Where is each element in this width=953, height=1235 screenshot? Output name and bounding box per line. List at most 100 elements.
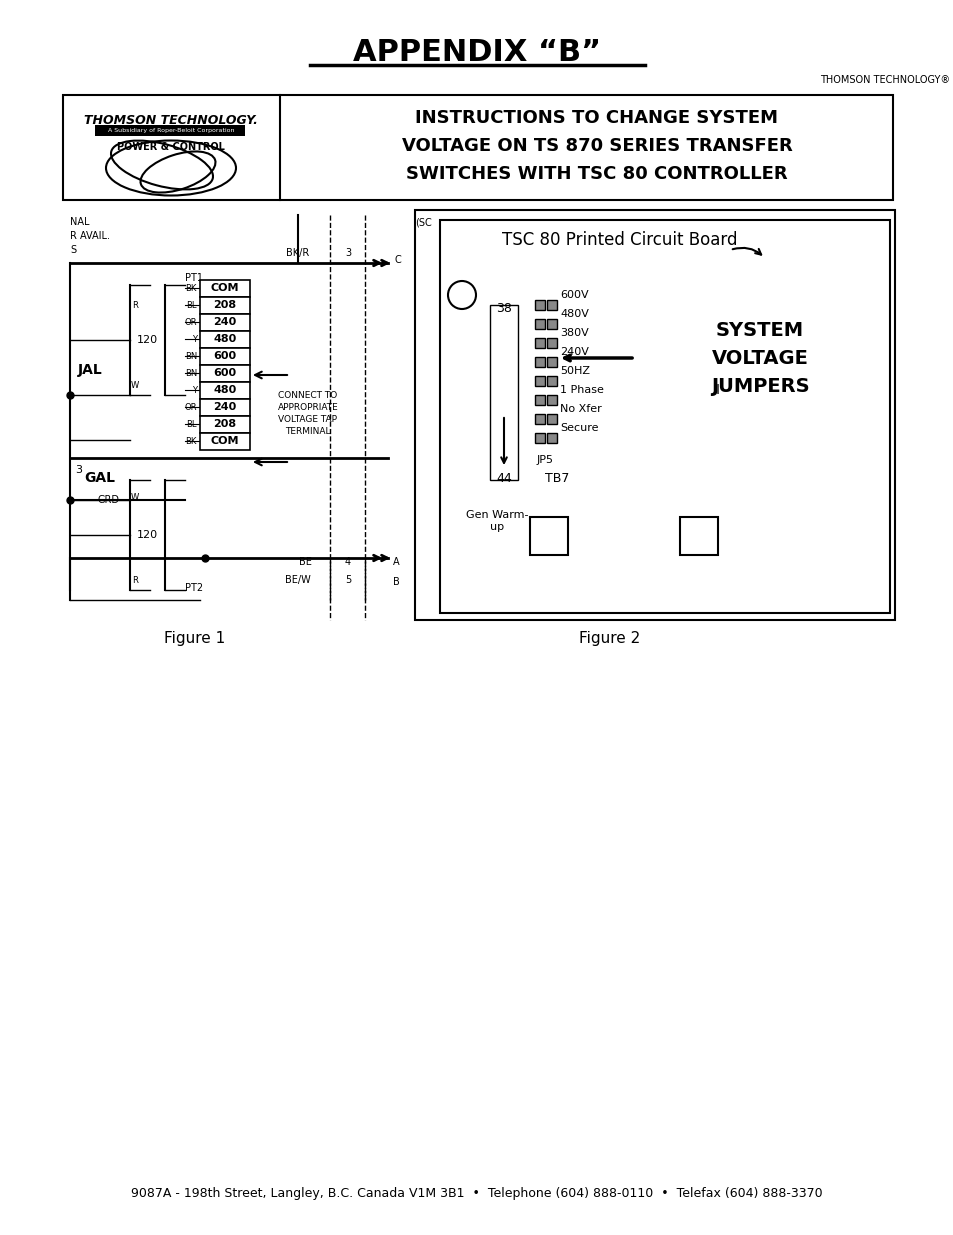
Text: 240V: 240V [559,347,588,357]
Text: Figure 1: Figure 1 [164,631,226,646]
Text: 5: 5 [345,576,351,585]
Text: I: I [716,383,720,396]
Bar [200,348,250,366]
Text: R: R [132,576,138,584]
Text: 208: 208 [213,300,236,310]
Text: 600: 600 [213,368,236,378]
Bar [200,416,250,433]
Text: 3: 3 [345,248,351,258]
Bar [439,220,889,613]
Text: SYSTEM: SYSTEM [715,321,803,340]
Text: 3: 3 [75,466,82,475]
Text: BN: BN [185,352,196,361]
Text: PT1: PT1 [185,273,203,283]
Text: BE/W: BE/W [285,576,311,585]
Text: THOMSON TECHNOLOGY.: THOMSON TECHNOLOGY. [84,114,257,126]
Text: 9087A - 198th Street, Langley, B.C. Canada V1M 3B1  •  Telephone (604) 888-0110 : 9087A - 198th Street, Langley, B.C. Cana… [132,1187,821,1199]
Bar [200,433,250,450]
Bar [546,395,557,405]
Text: B: B [393,577,399,587]
Text: VOLTAGE ON TS 870 SERIES TRANSFER: VOLTAGE ON TS 870 SERIES TRANSFER [401,137,792,156]
Text: (SC: (SC [415,217,432,227]
Bar [535,414,544,424]
Text: GRD: GRD [98,495,120,505]
Text: JAL: JAL [77,363,102,377]
Text: 600V: 600V [559,290,588,300]
Text: CONNECT TO: CONNECT TO [278,390,337,399]
Bar [535,433,544,443]
Bar [535,375,544,387]
Bar [535,338,544,348]
Bar [95,125,245,136]
Text: R AVAIL.: R AVAIL. [70,231,110,241]
Text: BE: BE [298,557,311,567]
Text: BK/R: BK/R [286,248,310,258]
Text: TSC 80 Printed Circuit Board: TSC 80 Printed Circuit Board [501,231,737,249]
Text: 600: 600 [213,351,236,361]
Text: C: C [395,254,401,266]
Text: 208: 208 [213,419,236,429]
Bar [679,517,718,555]
Bar [530,517,567,555]
Bar [490,305,517,480]
Text: 480: 480 [213,385,236,395]
Text: 38: 38 [496,301,512,315]
Text: W: W [131,380,139,389]
Text: 120: 120 [136,530,157,540]
Text: No Xfer: No Xfer [559,404,601,414]
Text: 240: 240 [213,403,236,412]
Text: Y: Y [192,385,196,394]
Bar [200,280,250,296]
Bar [546,375,557,387]
Text: SWITCHES WITH TSC 80 CONTROLLER: SWITCHES WITH TSC 80 CONTROLLER [406,165,787,183]
Text: 50HZ: 50HZ [559,366,589,375]
Bar [200,296,250,314]
Bar [546,319,557,329]
Bar [546,357,557,367]
Text: APPROPRIATE: APPROPRIATE [277,403,338,411]
Bar [546,338,557,348]
Bar [63,95,892,200]
Text: A: A [393,557,399,567]
Text: S: S [70,245,76,254]
Text: OR: OR [184,317,196,326]
Circle shape [448,282,476,309]
Bar [200,382,250,399]
Text: THOMSON TECHNOLOGY®: THOMSON TECHNOLOGY® [820,75,949,85]
Text: PT2: PT2 [185,583,203,593]
Text: 480: 480 [213,333,236,345]
Text: W: W [131,493,139,501]
Bar [546,414,557,424]
Bar [546,433,557,443]
Text: APPENDIX “B”: APPENDIX “B” [353,37,600,67]
Text: Y: Y [192,335,196,343]
Text: A Subsidiary of Roper-Beloit Corporation: A Subsidiary of Roper-Beloit Corporation [108,127,234,132]
Text: TB7: TB7 [544,472,569,484]
Bar [200,399,250,416]
Text: 380V: 380V [559,329,588,338]
Text: 1 Phase: 1 Phase [559,385,603,395]
Bar [415,210,894,620]
Text: BN: BN [185,368,196,378]
Text: Figure 2: Figure 2 [578,631,640,646]
Text: R: R [132,300,138,310]
Text: VOLTAGE TAP: VOLTAGE TAP [278,415,337,424]
Bar [546,300,557,310]
Text: Gen Warm-
up: Gen Warm- up [465,510,528,531]
Text: 480V: 480V [559,309,588,319]
Text: COM: COM [211,436,239,446]
Bar [535,319,544,329]
Text: NAL: NAL [70,217,90,227]
Bar [535,300,544,310]
Text: VOLTAGE: VOLTAGE [711,348,807,368]
Text: 240: 240 [213,317,236,327]
Text: INSTRUCTIONS TO CHANGE SYSTEM: INSTRUCTIONS TO CHANGE SYSTEM [416,109,778,127]
Text: 4: 4 [345,557,351,567]
Bar [200,314,250,331]
Text: TERMINAL: TERMINAL [285,426,331,436]
Text: JP5: JP5 [537,454,554,466]
Text: GAL: GAL [84,471,115,485]
Text: BL: BL [186,420,196,429]
Text: BK: BK [186,284,196,293]
Bar [535,357,544,367]
